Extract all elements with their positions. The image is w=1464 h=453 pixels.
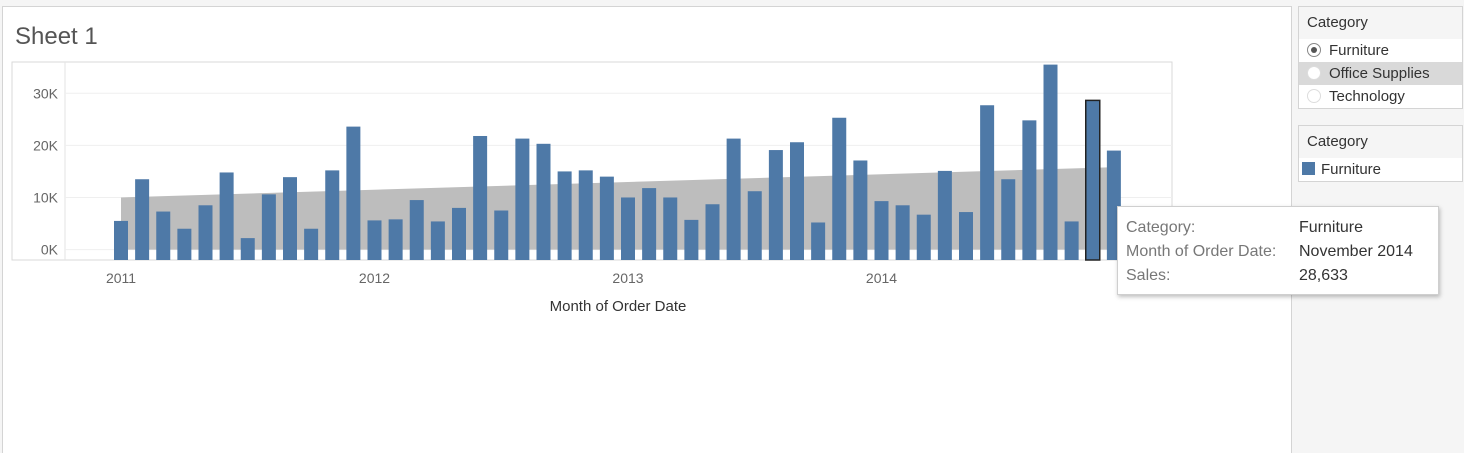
bar [747, 191, 762, 260]
bar [832, 117, 847, 261]
bar [198, 205, 213, 260]
tooltip-key: Month of Order Date: [1126, 243, 1277, 260]
bar-highlighted [1085, 99, 1101, 261]
filter-option-furniture[interactable]: Furniture [1299, 39, 1462, 62]
radio-selected-icon[interactable] [1307, 43, 1321, 57]
y-tick-label: 10K [33, 189, 59, 205]
bar [473, 135, 488, 260]
x-tick-label: 2014 [866, 270, 897, 286]
legend-item-furniture[interactable]: Furniture [1299, 158, 1462, 181]
x-tick-label: 2013 [612, 270, 643, 286]
legend-label: Furniture [1321, 161, 1382, 178]
bar [452, 207, 466, 260]
filter-option-technology[interactable]: Technology [1299, 85, 1462, 108]
bar [811, 222, 826, 260]
filter-option-label: Office Supplies [1329, 65, 1430, 82]
bar [684, 219, 699, 260]
bar [790, 142, 804, 260]
sheet-title: Sheet 1 [15, 23, 98, 50]
bar [388, 219, 403, 260]
bar [599, 176, 614, 260]
bar [1001, 179, 1016, 260]
bar [768, 150, 783, 260]
bar [959, 212, 973, 260]
bar [937, 170, 952, 260]
bar [430, 221, 445, 260]
bar [240, 238, 255, 260]
bar [219, 172, 234, 260]
filter-option-label: Furniture [1329, 42, 1390, 59]
bar [663, 197, 678, 260]
bar [536, 143, 551, 260]
bar [346, 126, 361, 260]
filter-title: Category [1299, 7, 1462, 39]
filter-option-office-supplies[interactable]: Office Supplies [1299, 62, 1462, 85]
bar [283, 177, 297, 260]
category-legend: Category Furniture [1298, 125, 1463, 182]
bar [705, 204, 720, 260]
tooltip: Category: Furniture Month of Order Date:… [1117, 206, 1439, 295]
bar [726, 138, 741, 260]
bar [304, 228, 319, 260]
bar [114, 220, 128, 260]
y-tick-label: 20K [33, 137, 59, 153]
bar [578, 170, 593, 260]
legend-title: Category [1299, 126, 1462, 158]
tooltip-value: Furniture [1299, 219, 1364, 236]
bars [114, 64, 1121, 261]
filter-option-label: Technology [1329, 88, 1405, 105]
bar [980, 105, 995, 260]
x-axis: 2011 2012 2013 2014 [106, 270, 897, 286]
bar [135, 179, 150, 260]
x-axis-title: Month of Order Date [550, 298, 687, 315]
y-tick-label: 30K [33, 85, 59, 101]
radio-icon[interactable] [1307, 66, 1321, 80]
bar [156, 211, 171, 260]
bar [177, 228, 192, 260]
bar [494, 210, 509, 260]
tooltip-key: Sales: [1126, 267, 1171, 284]
bar [557, 171, 572, 260]
bar [895, 205, 910, 260]
legend-swatch [1302, 162, 1315, 175]
radio-icon[interactable] [1307, 89, 1321, 103]
bar [874, 201, 889, 260]
bar [621, 197, 635, 260]
y-axis: 0K 10K 20K 30K [33, 85, 59, 257]
category-filter: Category Furniture Office Supplies Techn… [1298, 6, 1463, 109]
tooltip-key: Category: [1126, 219, 1196, 236]
x-tick-label: 2012 [359, 270, 390, 286]
sales-bar-chart: 0K 10K 20K 30K 2011 2012 2013 2014 Month of Or… [11, 61, 1173, 315]
bar [325, 170, 340, 260]
tooltip-value: November 2014 [1299, 243, 1413, 260]
y-tick-label: 0K [41, 242, 59, 258]
bar [515, 138, 530, 260]
x-tick-label: 2011 [106, 270, 136, 286]
bar [1022, 120, 1037, 260]
bar [1064, 221, 1079, 260]
bar [916, 214, 931, 260]
bar [367, 220, 382, 260]
tooltip-value: 28,633 [1299, 267, 1348, 284]
bar [1043, 64, 1058, 261]
bar [642, 188, 657, 260]
bar [409, 200, 424, 260]
bar [261, 194, 276, 260]
bar [853, 160, 868, 260]
